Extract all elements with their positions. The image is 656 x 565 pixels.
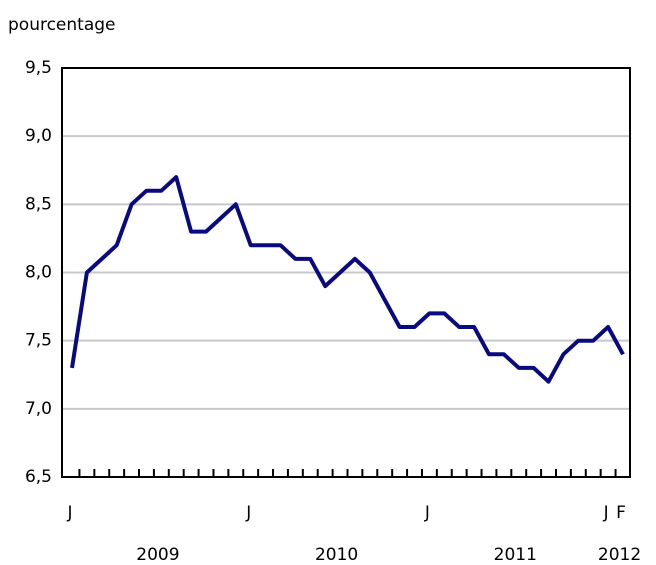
y-tick-label: 9,5 — [25, 58, 52, 78]
x-tick-label: J — [245, 503, 251, 523]
x-tick-label: J — [603, 503, 609, 523]
year-label: 2010 — [315, 545, 358, 565]
y-axis-label: pourcentage — [8, 15, 116, 35]
plot-frame — [61, 67, 631, 478]
x-tick-label: J — [424, 503, 430, 523]
y-tick-label: 9,0 — [25, 126, 52, 146]
year-label: 2012 — [598, 545, 641, 565]
year-label: 2011 — [494, 545, 537, 565]
y-tick-label: 7,5 — [25, 331, 52, 351]
year-label: 2009 — [136, 545, 179, 565]
x-tick-label: F — [616, 503, 626, 523]
y-tick-label: 6,5 — [25, 467, 52, 487]
y-tick-label: 7,0 — [25, 399, 52, 419]
x-tick-label: J — [66, 503, 72, 523]
series-line — [70, 175, 625, 384]
y-tick-label: 8,5 — [25, 194, 52, 214]
y-tick-label: 8,0 — [25, 263, 52, 283]
